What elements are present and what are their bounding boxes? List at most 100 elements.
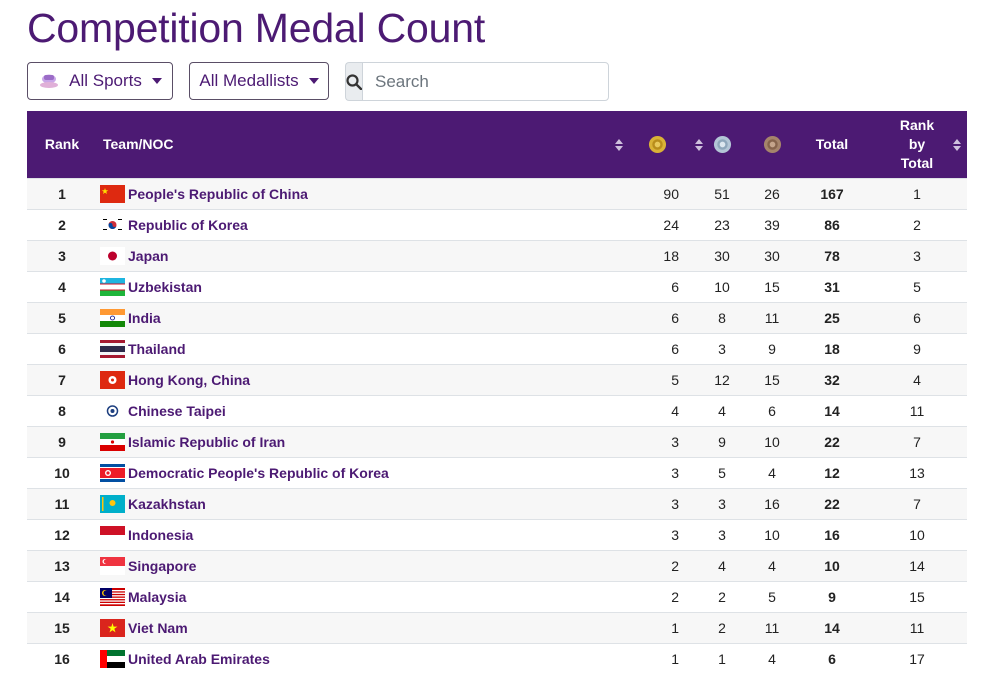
rank-by-total-cell: 14 <box>867 549 967 581</box>
total-count: 22 <box>797 487 867 519</box>
total-count: 86 <box>797 208 867 240</box>
table-row: 12 Indonesia 3 3 10 16 10 <box>27 518 967 550</box>
total-count: 31 <box>797 270 867 302</box>
bronze-count: 39 <box>747 208 797 240</box>
flag-icon <box>100 556 125 575</box>
team-cell: Islamic Republic of Iran <box>97 425 617 457</box>
column-header-total[interactable]: Total <box>815 136 849 153</box>
silver-count: 12 <box>697 363 747 395</box>
team-link[interactable]: Chinese Taipei <box>128 402 226 419</box>
team-link[interactable]: Japan <box>128 247 169 264</box>
team-link[interactable]: India <box>128 309 161 326</box>
bronze-count: 9 <box>747 332 797 364</box>
rank-cell: 1 <box>27 177 97 209</box>
gold-count: 6 <box>617 332 697 364</box>
bronze-count: 4 <box>747 456 797 488</box>
team-cell: Republic of Korea <box>97 208 617 240</box>
team-link[interactable]: Singapore <box>128 557 197 574</box>
bronze-count: 11 <box>747 301 797 333</box>
flag-icon <box>100 587 125 606</box>
total-count: 14 <box>797 611 867 643</box>
flag-icon <box>100 370 125 389</box>
column-header-bronze[interactable] <box>747 111 797 178</box>
column-header-rank-by-total[interactable]: Rank by Total <box>867 111 967 178</box>
bronze-count: 26 <box>747 177 797 209</box>
team-link[interactable]: Thailand <box>128 340 186 357</box>
bronze-count: 10 <box>747 425 797 457</box>
team-cell: Singapore <box>97 549 617 581</box>
team-link[interactable]: Indonesia <box>128 526 194 543</box>
gold-count: 3 <box>617 487 697 519</box>
page-title: Competition Medal Count <box>27 5 486 51</box>
table-row: 7 Hong Kong, China 5 12 15 32 4 <box>27 363 967 395</box>
table-row: 11 Kazakhstan 3 3 16 22 7 <box>27 487 967 519</box>
column-header-rank[interactable]: Rank <box>44 136 80 153</box>
column-header-silver[interactable] <box>697 111 747 178</box>
bronze-count: 4 <box>747 642 797 674</box>
silver-medal-icon <box>713 135 731 153</box>
sort-icon[interactable] <box>953 139 961 151</box>
team-link[interactable]: Hong Kong, China <box>128 371 251 388</box>
flag-icon <box>100 432 125 451</box>
team-link[interactable]: Viet Nam <box>128 619 188 636</box>
rank-cell: 7 <box>27 363 97 395</box>
silver-count: 10 <box>697 270 747 302</box>
silver-count: 2 <box>697 580 747 612</box>
total-count: 167 <box>797 177 867 209</box>
team-cell: Democratic People's Republic of Korea <box>97 456 617 488</box>
table-row: 9 Islamic Republic of Iran 3 9 10 22 7 <box>27 425 967 457</box>
bronze-count: 15 <box>747 363 797 395</box>
team-link[interactable]: Islamic Republic of Iran <box>128 433 286 450</box>
column-header-gold[interactable] <box>617 111 703 178</box>
team-link[interactable]: United Arab Emirates <box>128 650 270 667</box>
team-link[interactable]: People's Republic of China <box>128 185 308 202</box>
gold-count: 5 <box>617 363 697 395</box>
flag-icon <box>100 246 125 265</box>
chevron-down-icon <box>308 78 319 84</box>
rank-by-total-cell: 11 <box>867 394 967 426</box>
team-cell: Indonesia <box>97 518 617 550</box>
table-row: 8 Chinese Taipei 4 4 6 14 11 <box>27 394 967 426</box>
team-cell: Uzbekistan <box>97 270 617 302</box>
bronze-medal-icon <box>763 135 781 153</box>
search-group <box>345 62 609 101</box>
filter-toolbar: All Sports All Medallists <box>27 62 967 102</box>
rank-cell: 12 <box>27 518 97 550</box>
total-count: 16 <box>797 518 867 550</box>
gold-count: 3 <box>617 425 697 457</box>
sports-filter-dropdown[interactable]: All Sports <box>27 62 173 100</box>
rank-by-total-cell: 6 <box>867 301 967 333</box>
silver-count: 4 <box>697 549 747 581</box>
search-input[interactable] <box>362 62 609 101</box>
gold-count: 2 <box>617 580 697 612</box>
flag-icon <box>100 184 125 203</box>
team-link[interactable]: Republic of Korea <box>128 216 248 233</box>
total-count: 10 <box>797 549 867 581</box>
team-link[interactable]: Democratic People's Republic of Korea <box>128 464 389 481</box>
search-button[interactable] <box>345 62 362 101</box>
rank-cell: 15 <box>27 611 97 643</box>
table-row: 6 Thailand 6 3 9 18 9 <box>27 332 967 364</box>
table-header-row: Rank Team/NOC Total Rank by Total <box>27 111 967 178</box>
team-link[interactable]: Uzbekistan <box>128 278 202 295</box>
gold-count: 2 <box>617 549 697 581</box>
rank-cell: 2 <box>27 208 97 240</box>
bronze-count: 16 <box>747 487 797 519</box>
team-link[interactable]: Malaysia <box>128 588 187 605</box>
sort-icon[interactable] <box>615 139 623 151</box>
search-icon <box>346 73 362 90</box>
bronze-count: 15 <box>747 270 797 302</box>
medallists-filter-dropdown[interactable]: All Medallists <box>189 62 329 100</box>
bronze-count: 5 <box>747 580 797 612</box>
flag-icon <box>100 463 125 482</box>
column-header-team[interactable]: Team/NOC <box>97 111 623 178</box>
flag-icon <box>100 401 125 420</box>
team-link[interactable]: Kazakhstan <box>128 495 206 512</box>
sort-icon[interactable] <box>695 139 703 151</box>
total-count: 6 <box>797 642 867 674</box>
gold-count: 3 <box>617 456 697 488</box>
team-cell: Thailand <box>97 332 617 364</box>
table-row: 15 Viet Nam 1 2 11 14 11 <box>27 611 967 643</box>
rank-cell: 16 <box>27 642 97 674</box>
rank-cell: 10 <box>27 456 97 488</box>
